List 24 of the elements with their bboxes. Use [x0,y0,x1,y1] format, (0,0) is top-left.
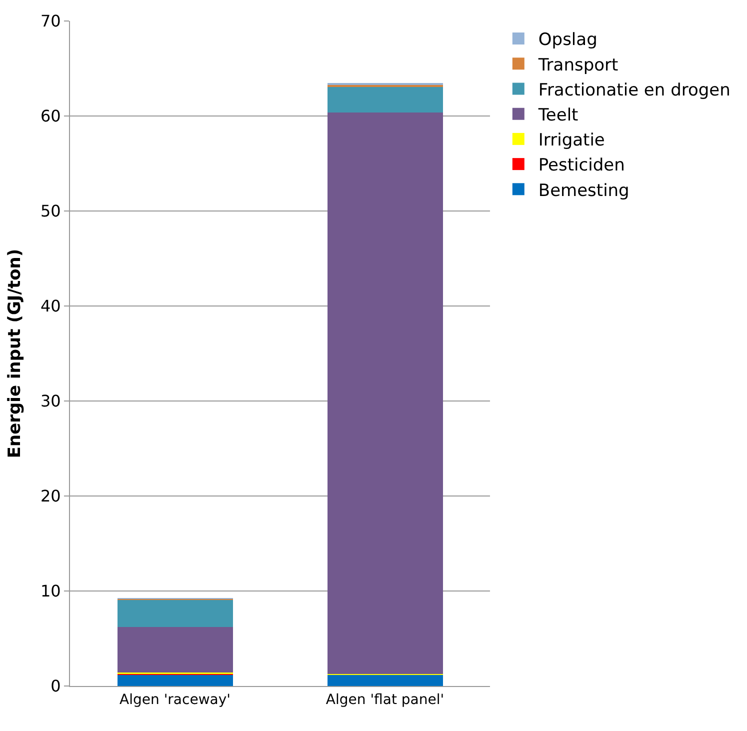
bar [327,87,443,113]
legend-label: Teelt [537,105,579,126]
bar [117,674,233,686]
bar [327,112,443,674]
y-tick-label: 0 [50,676,61,696]
legend-label: Fractionatie en drogen [538,80,730,100]
y-tick-label: 40 [40,296,61,316]
bar [327,674,443,686]
y-tick-label: 60 [40,106,61,126]
legend-label: Bemesting [538,180,630,201]
y-tick-label: 30 [40,392,61,411]
legend-label: Pesticiden [538,156,625,176]
x-tick-label: Algen 'flat panel' [326,692,444,708]
y-tick-label: 50 [40,202,61,221]
y-axis-title: Energie input (GJ/ton) [4,248,25,458]
y-tick-label: 70 [40,12,61,31]
bar [117,600,233,628]
x-tick-label: Algen 'raceway' [120,692,230,708]
legend-label: Transport [537,55,619,76]
y-tick-label: 10 [40,582,61,601]
legend-label: Opslag [538,30,598,50]
bar [117,627,233,673]
legend-label: Irrigatie [538,130,605,151]
y-tick-label: 20 [40,486,61,506]
